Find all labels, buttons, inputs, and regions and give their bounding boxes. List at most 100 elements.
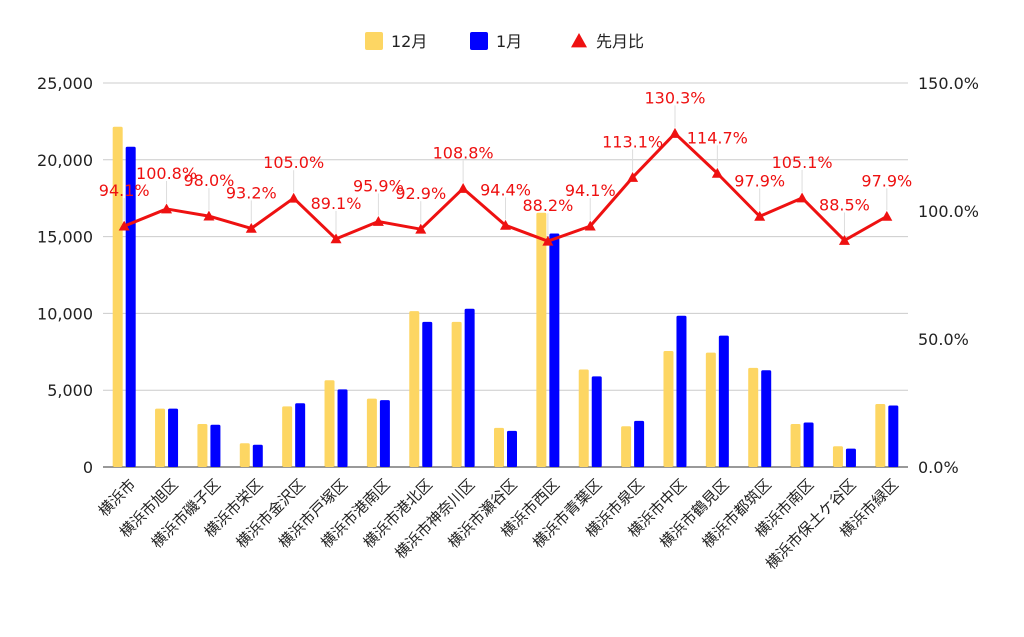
legend-label: 12月	[391, 32, 427, 51]
legend-label: 先月比	[596, 32, 644, 51]
ratio-point-marker	[754, 210, 766, 221]
bar-jan	[464, 308, 475, 467]
bar-jan	[591, 376, 602, 467]
bar-dec	[324, 380, 335, 467]
ratio-point-marker	[330, 233, 342, 244]
ratio-data-label: 94.1%	[565, 181, 616, 200]
ratio-data-label: 97.9%	[861, 171, 912, 190]
ratio-data-label: 130.3%	[644, 88, 705, 107]
ratio-point-marker	[500, 219, 511, 230]
bar-jan	[252, 444, 263, 467]
legend: 12月 1月 先月比	[365, 32, 644, 51]
bars	[112, 126, 899, 467]
ratio-data-label: 93.2%	[226, 183, 277, 202]
y-right-tick-label: 150.0%	[918, 74, 979, 93]
legend-swatch	[365, 32, 383, 50]
ratio-point-marker	[627, 171, 639, 182]
ratio-data-label: 88.5%	[819, 195, 870, 214]
y-right-tick-label: 100.0%	[918, 202, 979, 221]
bar-dec	[748, 367, 759, 467]
ratio-point-marker	[584, 220, 596, 231]
ratio-point-marker	[415, 223, 427, 234]
ratio-point-marker	[542, 235, 554, 246]
bar-jan	[295, 403, 306, 467]
ratio-line: 94.1%100.8%98.0%93.2%105.0%89.1%95.9%92.…	[99, 88, 912, 246]
bar-jan	[718, 335, 729, 467]
ratio-data-label: 108.8%	[433, 143, 494, 162]
y-axis-right: 0.0% 50.0% 100.0% 150.0%	[918, 74, 979, 477]
bar-jan	[125, 146, 136, 467]
y-left-tick-label: 0	[83, 458, 93, 477]
y-right-tick-label: 0.0%	[918, 458, 959, 477]
bar-jan	[422, 321, 433, 467]
bar-jan	[168, 408, 179, 467]
legend-swatch	[470, 32, 488, 50]
y-left-tick-label: 10,000	[37, 304, 93, 323]
bar-dec	[282, 406, 293, 467]
bar-dec	[451, 321, 462, 467]
ratio-point-marker	[118, 220, 130, 231]
x-axis: 横浜市横浜市旭区横浜市磯子区横浜市栄区横浜市金沢区横浜市戸塚区横浜市港南区横浜市…	[95, 475, 902, 573]
bar-dec	[621, 426, 632, 467]
ratio-data-label: 114.7%	[687, 128, 748, 147]
bar-jan	[210, 424, 221, 467]
ratio-data-label: 88.2%	[522, 196, 573, 215]
bar-dec	[197, 423, 208, 467]
y-left-tick-label: 20,000	[37, 151, 93, 170]
bar-jan	[549, 233, 560, 467]
ratio-point-marker	[711, 167, 723, 178]
ratio-point-marker	[161, 203, 173, 214]
ratio-data-label: 105.0%	[263, 153, 324, 172]
y-right-tick-label: 50.0%	[918, 330, 969, 349]
bar-dec	[536, 212, 547, 467]
bar-jan	[507, 430, 517, 467]
ratio-data-label: 92.9%	[395, 184, 446, 203]
bar-jan	[379, 400, 390, 467]
bar-dec	[705, 352, 716, 467]
ratio-point-marker	[203, 210, 215, 221]
ratio-data-label: 89.1%	[311, 194, 362, 213]
ratio-point-marker	[796, 192, 808, 203]
y-left-tick-label: 5,000	[47, 381, 93, 400]
y-left-tick-label: 25,000	[37, 74, 93, 93]
ratio-data-label: 105.1%	[772, 153, 833, 172]
ratio-point-marker	[288, 192, 300, 203]
bar-dec	[832, 446, 843, 467]
bar-dec	[790, 423, 801, 467]
bar-dec	[663, 351, 674, 467]
ratio-data-label: 95.9%	[353, 176, 404, 195]
bar-dec	[875, 404, 886, 467]
bar-jan	[888, 405, 899, 467]
bar-dec	[239, 443, 250, 467]
ratio-data-label: 97.9%	[734, 171, 785, 190]
ratio-data-label: 100.8%	[136, 164, 197, 183]
ratio-data-label: 94.1%	[99, 181, 150, 200]
ratio-point-marker	[838, 234, 850, 245]
ratio-data-label: 94.4%	[480, 180, 531, 199]
bar-dec	[578, 369, 589, 467]
legend-swatch-triangle	[571, 33, 587, 48]
bar-jan	[337, 389, 348, 467]
ratio-point-marker	[881, 210, 893, 221]
ratio-point-marker	[669, 127, 681, 138]
ratio-point-marker	[372, 215, 384, 226]
legend-label: 1月	[496, 32, 522, 51]
y-axis-left: 0 5,000 10,000 15,000 20,000 25,000	[37, 74, 93, 477]
bar-jan	[761, 370, 772, 467]
bar-dec	[366, 398, 377, 467]
bar-jan	[845, 448, 856, 467]
bar-jan	[634, 420, 645, 467]
bar-dec	[409, 311, 420, 467]
ratio-point-marker	[457, 182, 469, 193]
bar-jan	[676, 315, 687, 467]
ratio-point-marker	[245, 222, 257, 233]
ratio-data-label: 113.1%	[602, 132, 663, 151]
y-left-tick-label: 15,000	[37, 228, 93, 247]
bar-jan	[803, 422, 814, 467]
ratio-data-label: 98.0%	[184, 171, 235, 190]
gridlines	[103, 82, 908, 468]
bar-dec	[155, 408, 166, 467]
bar-dec	[494, 427, 504, 467]
